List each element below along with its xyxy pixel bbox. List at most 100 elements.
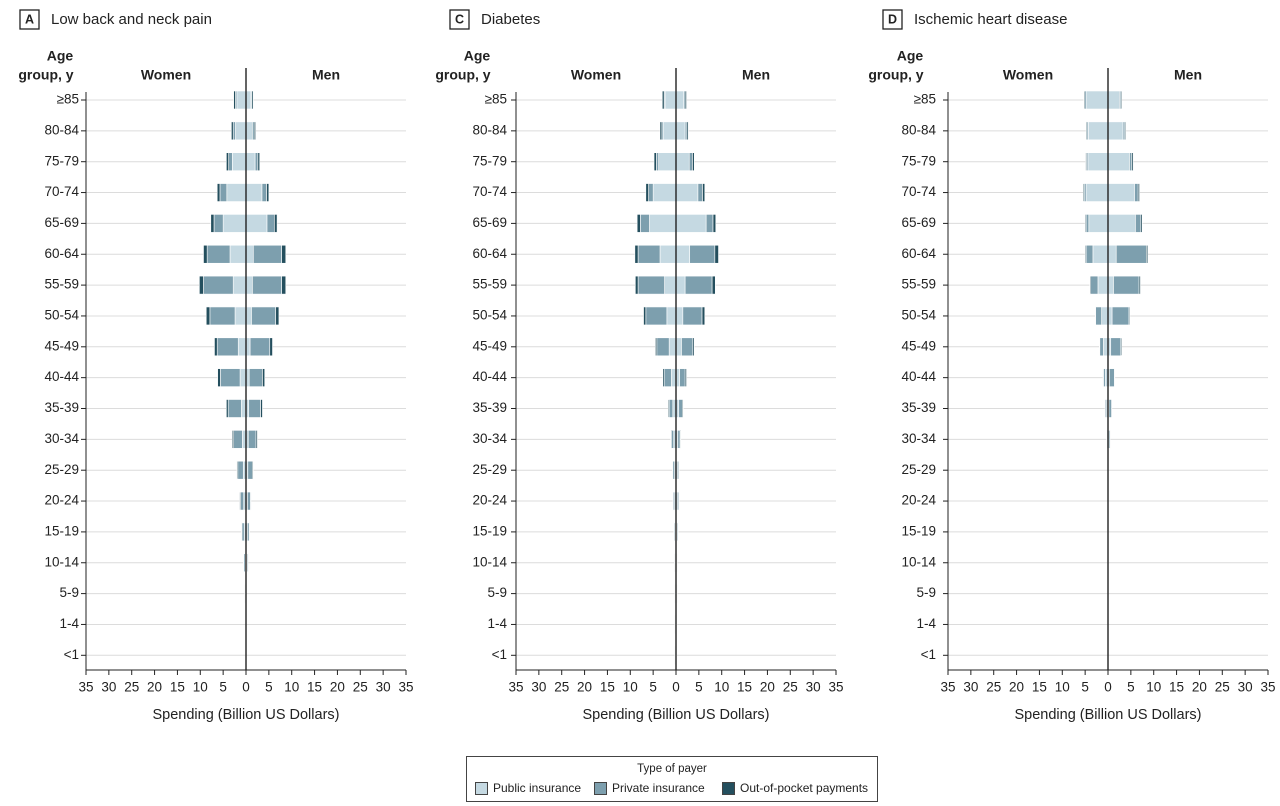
panel-title: Ischemic heart disease: [914, 11, 1067, 28]
y-tick-label: 25-29: [44, 462, 79, 477]
bar-men-public: [1107, 183, 1135, 202]
bar-women-public: [668, 337, 677, 357]
bar-men-private: [681, 337, 694, 357]
bar-men-oop: [712, 214, 717, 233]
bar-women-private: [213, 214, 224, 233]
x-tick-label: 35: [1260, 680, 1275, 695]
y-tick-label: 1-4: [916, 616, 936, 631]
bar-women-private: [233, 430, 243, 449]
bar-women-oop: [239, 491, 241, 511]
bar-women-oop: [1084, 214, 1087, 233]
bar-men-private: [678, 399, 683, 418]
bar-men-private: [1110, 337, 1122, 357]
x-tick-label: 15: [600, 680, 615, 695]
bar-men-oop: [711, 275, 716, 295]
x-tick-label: 35: [508, 680, 523, 695]
bar-men-public: [245, 214, 268, 233]
y-tick-label: ≥85: [57, 92, 79, 107]
y-tick-label: 25-29: [472, 462, 507, 477]
y-tick-label: 30-34: [472, 431, 507, 446]
y-tick-label: 25-29: [901, 462, 936, 477]
bar-men-public: [245, 183, 263, 202]
bar-women-public: [234, 306, 247, 326]
bar-women-public: [229, 244, 247, 264]
y-tick-label: 50-54: [472, 308, 507, 323]
y-tick-label: 75-79: [44, 153, 79, 168]
y-axis-title-line2: group, y: [435, 67, 490, 83]
x-tick-label: 10: [284, 680, 299, 695]
y-tick-label: 80-84: [44, 122, 79, 137]
x-tick-label: 35: [940, 680, 955, 695]
bar-women-public: [1088, 214, 1109, 233]
bar-men-public: [1107, 152, 1130, 171]
y-tick-label: 55-59: [901, 277, 936, 292]
y-tick-label: 75-79: [901, 153, 936, 168]
panel-a: A Low back and neck pain Age group, y Women M…: [18, 9, 414, 723]
legend-item-private: Private insurance: [594, 781, 705, 795]
bar-men-public: [245, 306, 252, 326]
panel-title: Diabetes: [481, 11, 540, 28]
y-tick-label: 20-24: [472, 493, 507, 508]
bar-women-oop: [1083, 90, 1085, 110]
legend-label-public: Public insurance: [493, 781, 582, 795]
bar-women-private: [219, 183, 228, 202]
bar-women-oop: [1085, 152, 1087, 171]
bar-women-private: [216, 337, 239, 357]
legend-item-oop: Out-of-pocket payments: [722, 781, 868, 795]
x-tick-label: 30: [963, 680, 978, 695]
bar-men-oop: [1138, 275, 1141, 295]
x-tick-label: 35: [828, 680, 843, 695]
y-tick-label: 45-49: [472, 338, 507, 353]
y-tick-label: 15-19: [44, 523, 79, 538]
bar-women-oop: [662, 368, 665, 387]
bar-women-oop: [655, 337, 658, 357]
bar-women-oop: [233, 90, 236, 110]
women-label: Women: [141, 67, 191, 83]
legend-label-private: Private insurance: [612, 781, 705, 795]
bar-men-private: [689, 244, 716, 264]
y-tick-label: <1: [64, 647, 79, 662]
bar-women-public: [1097, 275, 1109, 295]
bar-women-public: [659, 244, 677, 264]
y-tick-label: 65-69: [472, 215, 507, 230]
y-axis-title-line1: Age: [47, 48, 74, 64]
bar-men-private: [261, 183, 267, 202]
bar-men-private: [249, 337, 271, 357]
bar-women-private: [640, 214, 650, 233]
bar-men-private: [1129, 152, 1133, 171]
bar-men-oop: [686, 121, 689, 141]
panel-letter: A: [25, 12, 34, 26]
bar-men-oop: [679, 430, 682, 449]
x-tick-label: 15: [307, 680, 322, 695]
bar-men-oop: [1140, 214, 1143, 233]
x-tick-label: 20: [330, 680, 345, 695]
panel-letter-box: [19, 9, 40, 30]
x-tick-label: 5: [1127, 680, 1135, 695]
bar-men-private: [247, 460, 253, 480]
bar-men-oop: [684, 368, 687, 387]
panel-letter-box: [449, 9, 470, 30]
y-tick-label: 50-54: [44, 308, 79, 323]
y-tick-label: 1-4: [59, 616, 79, 631]
y-tick-label: 20-24: [901, 493, 936, 508]
x-tick-label: 35: [78, 680, 93, 695]
y-tick-label: 30-34: [901, 431, 936, 446]
bar-women-oop: [670, 430, 672, 449]
bar-men-private: [1111, 306, 1130, 326]
bar-men-oop: [253, 121, 256, 141]
bar-men-public: [1107, 275, 1114, 295]
x-tick-label: 10: [623, 680, 638, 695]
bar-women-oop: [203, 244, 208, 264]
bar-men-oop: [682, 399, 684, 418]
x-tick-label: 5: [1081, 680, 1089, 695]
y-tick-label: 60-64: [472, 246, 507, 261]
y-tick-label: 5-9: [916, 585, 936, 600]
y-tick-label: 40-44: [472, 369, 507, 384]
y-tick-label: 10-14: [44, 554, 79, 569]
bar-women-private: [656, 337, 670, 357]
bar-men-oop: [692, 337, 695, 357]
bar-men-oop: [262, 368, 266, 387]
bar-men-private: [682, 306, 703, 326]
y-tick-label: 5-9: [487, 585, 507, 600]
bar-men-public: [245, 152, 256, 171]
